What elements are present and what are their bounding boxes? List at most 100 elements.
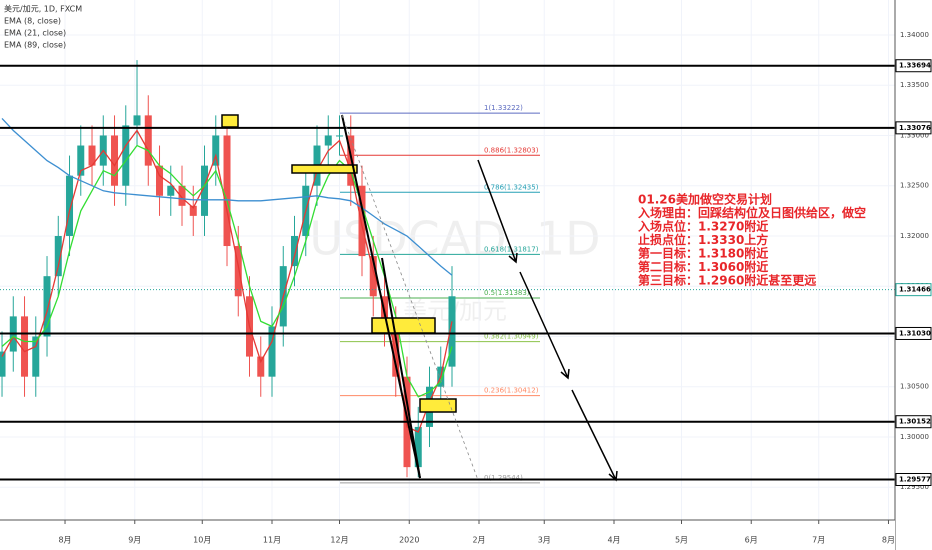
price-axis — [895, 0, 932, 550]
y-tick-label: 1.29500 — [900, 483, 929, 491]
last-price-box — [895, 283, 932, 297]
level-box — [895, 415, 932, 429]
x-tick-label: 10月 — [193, 536, 211, 545]
y-tick-label: 1.30000 — [900, 433, 929, 441]
arrow — [477, 159, 518, 264]
candle-body — [189, 205, 197, 216]
candle-body — [133, 115, 141, 126]
candle-body — [88, 145, 96, 166]
fib-label: 0.5(1.31383) — [484, 289, 530, 297]
arrow — [519, 271, 570, 380]
candle-body — [144, 115, 152, 166]
candle-body — [122, 125, 130, 186]
x-tick-label: 9月 — [128, 536, 141, 545]
level-label: 1.29577 — [899, 475, 931, 483]
candle-body — [32, 336, 40, 377]
level-box — [895, 326, 932, 340]
legend-entry: EMA (8, close) — [4, 17, 61, 26]
legend-entry: EMA (21, close) — [4, 29, 66, 38]
level-box — [895, 472, 932, 486]
watermark: USDCAD, 1D — [309, 212, 600, 266]
x-tick-label: 7月 — [812, 536, 825, 545]
candle-body — [291, 235, 299, 267]
annotation-line: 入场理由：回踩结构位及日图供给区，做空 — [638, 205, 866, 220]
candle-body — [358, 185, 366, 257]
zone — [371, 317, 436, 334]
last-price-label: 1.31466 — [899, 286, 931, 294]
trend-line — [341, 114, 421, 479]
fib-label: 0.886(1.32803) — [484, 146, 539, 154]
level-label: 1.33076 — [899, 124, 931, 132]
zone — [221, 114, 239, 128]
x-tick-label: 6月 — [745, 536, 758, 545]
level-label: 1.30152 — [899, 418, 931, 426]
time-axis — [0, 520, 895, 550]
fib-label: 0.786(1.32435) — [484, 183, 539, 191]
annotation-line: 入场点位：1.3270附近 — [638, 219, 768, 234]
candle-body — [234, 246, 242, 297]
candle-body — [201, 165, 209, 216]
candle-body — [448, 296, 456, 367]
x-tick-label: 8月 — [882, 536, 895, 545]
fib-trend — [341, 114, 479, 481]
grid — [0, 0, 895, 520]
annotation-line: 止损点位：1.3330上方 — [638, 232, 768, 247]
drawings — [341, 114, 618, 482]
y-tick-label: 1.34000 — [900, 31, 929, 39]
legend-series: EMA (8, close) EMA (21, close) EMA (89, cl… — [4, 17, 66, 50]
candle-body — [43, 276, 51, 337]
annotation: 01.26美加做空交易计划入场理由：回踩结构位及日图供给区，做空入场点位：1.3… — [638, 192, 866, 288]
candle-body — [77, 145, 85, 176]
plot: 1(1.33222) 0.886(1.32803) 0.786(1.32435) 0.… — [0, 60, 895, 484]
candle-body — [324, 135, 332, 146]
x-tick-label: 12月 — [330, 536, 348, 545]
annotation-line: 01.26美加做空交易计划 — [638, 192, 772, 207]
candle-body — [156, 165, 164, 196]
fib-label: 0(1.29544) — [484, 474, 523, 482]
fib-label: 0.382(1.30949) — [484, 333, 539, 341]
arrow — [571, 389, 618, 482]
x-tick-label: 11月 — [263, 536, 281, 545]
annotation-line: 第二目标：1.3060附近 — [638, 259, 768, 274]
candle-body — [212, 135, 220, 166]
x-tick-label: 3月 — [538, 536, 551, 545]
candle-body — [66, 175, 74, 236]
ema-line — [1, 117, 453, 276]
candle-body — [369, 256, 377, 297]
candle-body — [167, 185, 175, 196]
x-tick-label: 8月 — [58, 536, 71, 545]
candle-body — [347, 135, 355, 186]
zone — [419, 398, 457, 413]
x-tick-label: 4月 — [607, 536, 620, 545]
y-tick-label: 1.30500 — [900, 383, 929, 391]
y-tick-label: 1.33500 — [900, 81, 929, 89]
fib-label: 0.236(1.30412) — [484, 387, 539, 395]
candle-body — [111, 135, 119, 186]
candle-body — [0, 351, 6, 377]
y-tick-label: 1.32500 — [900, 182, 929, 190]
y-tick-label: 1.32000 — [900, 232, 929, 240]
legend-entry: EMA (89, close) — [4, 41, 66, 50]
level-label: 1.33694 — [899, 62, 931, 70]
x-tick-label: 2020 — [399, 536, 419, 545]
candle-body — [21, 316, 29, 377]
candle-body — [54, 235, 62, 277]
y-tick-label: 1.33000 — [900, 131, 929, 139]
candle-body — [257, 356, 265, 377]
x-tick-label: 2月 — [472, 536, 485, 545]
x-tick-label: 5月 — [675, 536, 688, 545]
ema-line — [1, 129, 453, 433]
annotation-line: 第三目标：1.2960附近甚至更远 — [638, 273, 816, 288]
zone — [291, 164, 358, 174]
annotation-line: 第一目标：1.3180附近 — [638, 246, 768, 261]
candle-body — [223, 135, 231, 247]
candle-body — [336, 135, 344, 137]
ema-line — [1, 144, 453, 398]
axes: 1.295001.300001.305001.310001.315001.320… — [58, 31, 932, 545]
candle-body — [268, 326, 276, 377]
trend-line — [381, 257, 421, 479]
candle-body — [178, 185, 186, 206]
level-label: 1.31030 — [899, 329, 931, 337]
